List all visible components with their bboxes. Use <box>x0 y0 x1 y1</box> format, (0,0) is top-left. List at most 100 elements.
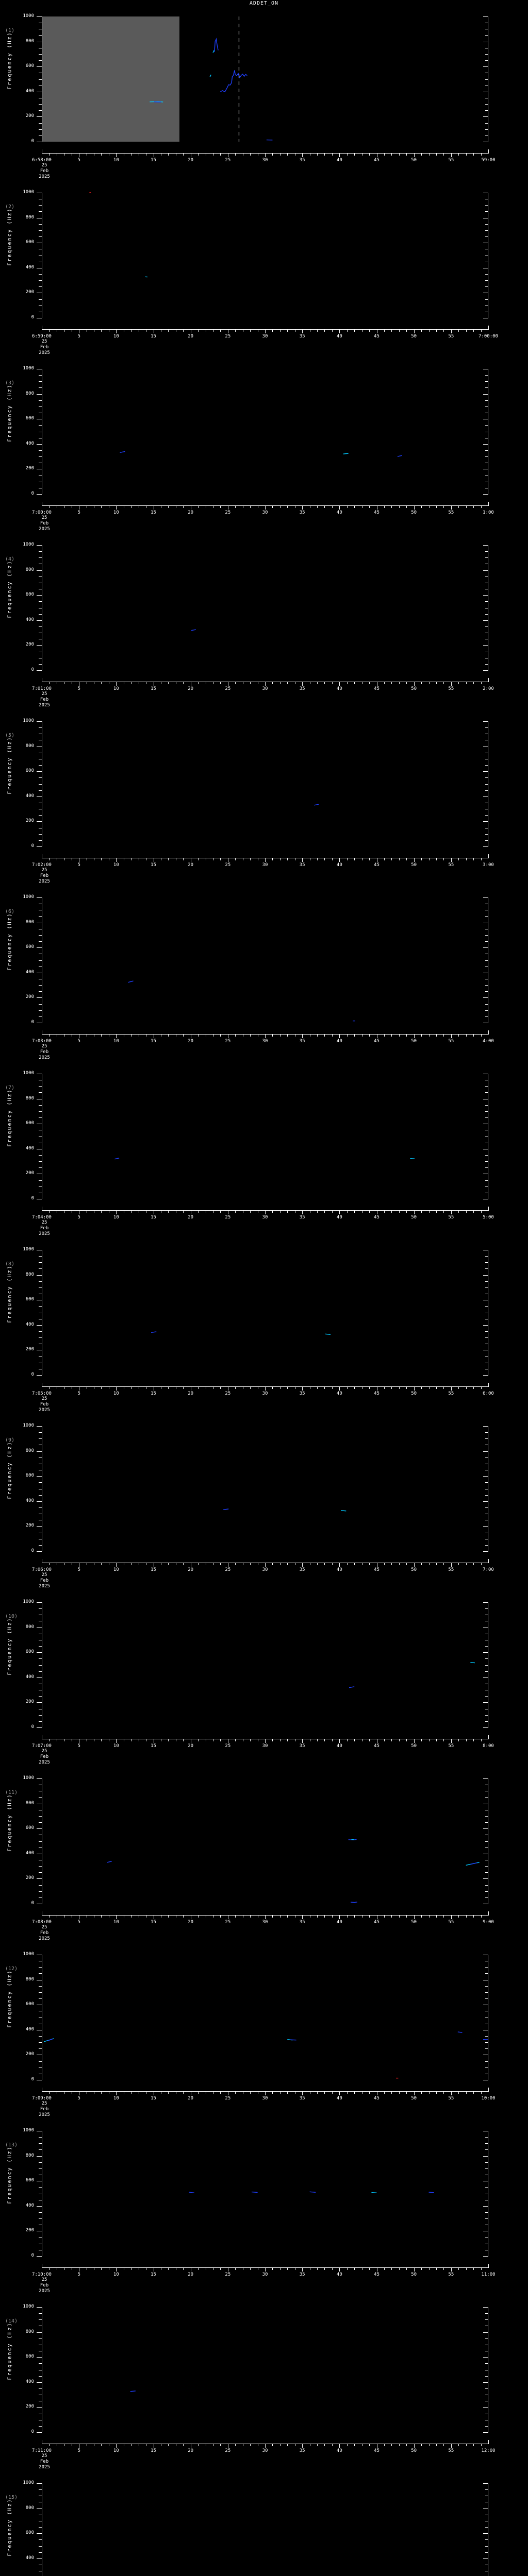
plot-area[interactable] <box>42 1074 488 1199</box>
y-tick <box>485 815 488 816</box>
y-tick <box>39 224 42 225</box>
plot-area[interactable] <box>42 2131 488 2256</box>
plot-area[interactable] <box>42 1955 488 2080</box>
x-tick <box>354 2267 355 2270</box>
x-tick <box>235 1915 236 1918</box>
date-line: 25 <box>41 339 47 344</box>
x-tick <box>414 1386 415 1391</box>
x-tick <box>346 858 348 860</box>
plot-area[interactable] <box>42 16 488 142</box>
plot-area[interactable] <box>42 2483 488 2576</box>
x-tick <box>436 505 437 508</box>
x-tick <box>183 153 184 156</box>
y-tick <box>485 1432 488 1433</box>
x-tick <box>436 1563 437 1565</box>
plot-area[interactable] <box>42 2307 488 2432</box>
x-axis-date-stack: 25 Feb 2025 <box>26 1396 62 1413</box>
y-tick <box>39 2388 42 2389</box>
x-tick <box>168 1386 169 1389</box>
y-tick-label: 600 <box>25 1649 34 1655</box>
x-axis-date-stack: 25 Feb 2025 <box>26 515 62 532</box>
x-tick <box>49 1915 50 1918</box>
plot-area[interactable] <box>42 1426 488 1551</box>
plot-area[interactable] <box>42 1250 488 1375</box>
x-tick-label: 8:00 <box>483 1743 494 1749</box>
x-tick <box>451 1915 452 1919</box>
x-tick-label: 45 <box>374 862 380 868</box>
y-tick <box>485 2061 488 2062</box>
x-tick <box>451 682 452 686</box>
x-tick <box>421 858 422 860</box>
x-tick-label: 25 <box>225 158 231 163</box>
y-tick <box>485 1891 488 1892</box>
plot-area[interactable] <box>42 1602 488 1727</box>
x-tick <box>466 682 467 684</box>
x-tick-label: 20 <box>188 686 194 691</box>
x-tick <box>421 1210 422 1213</box>
y-tick <box>485 375 488 376</box>
x-tick <box>346 2444 348 2446</box>
x-tick-label: 15 <box>151 686 156 691</box>
date-line: 2025 <box>39 1231 50 1236</box>
y-tick <box>39 2162 42 2163</box>
x-tick <box>272 153 273 156</box>
y-tick-label: 0 <box>31 491 34 496</box>
plot-area[interactable] <box>42 897 488 1023</box>
y-tick <box>39 1495 42 1496</box>
y-tick <box>485 280 488 281</box>
y-tick <box>485 2546 488 2547</box>
x-tick <box>183 858 184 860</box>
x-tick-label: 20 <box>188 1391 194 1396</box>
x-tick-label: 45 <box>374 1920 380 1925</box>
x-tick <box>339 1210 340 1214</box>
y-tick <box>39 1482 42 1483</box>
chart-panel: (3) Frequency (Hz) 0 200 400 600 800 1000 7:00:0… <box>0 361 528 537</box>
x-tick <box>332 1563 333 1565</box>
x-tick <box>168 1915 169 1918</box>
panel-number-label: (11) <box>5 1790 18 1795</box>
y-tick <box>37 116 42 117</box>
y-tick <box>39 60 42 61</box>
y-tick <box>37 2407 42 2408</box>
y-tick <box>39 135 42 136</box>
x-tick-label: 20 <box>188 2272 194 2277</box>
y-tick <box>39 381 42 382</box>
plot-area[interactable] <box>42 1778 488 1904</box>
x-tick <box>317 1210 318 1213</box>
x-axis-date-stack: 25 Feb 2025 <box>26 339 62 356</box>
plot-area[interactable] <box>42 193 488 318</box>
y-tick-label: 600 <box>25 592 34 598</box>
x-tick <box>198 2444 199 2446</box>
x-tick <box>339 1386 340 1391</box>
date-line: 2025 <box>39 350 50 355</box>
x-tick-label: 6:58:00 <box>32 158 52 163</box>
y-tick <box>39 1608 42 1609</box>
y-tick <box>485 274 488 275</box>
y-tick <box>37 2483 42 2484</box>
x-tick <box>391 2091 392 2094</box>
x-tick <box>406 1386 407 1389</box>
x-tick <box>414 1210 415 1214</box>
x-tick <box>287 1210 288 1213</box>
x-tick <box>428 329 430 332</box>
y-tick <box>39 2187 42 2188</box>
x-tick <box>391 1210 392 1213</box>
x-tick <box>101 2444 102 2446</box>
x-tick-label: 50 <box>411 2096 417 2101</box>
x-tick-label: 40 <box>336 1039 342 1044</box>
date-line: Feb <box>40 697 49 702</box>
x-tick <box>384 1034 385 1037</box>
x-tick <box>443 1386 444 1389</box>
y-tick <box>39 1155 42 1156</box>
y-tick <box>485 1004 488 1005</box>
x-tick <box>272 682 273 684</box>
x-tick <box>369 1210 370 1213</box>
plot-area[interactable] <box>42 721 488 846</box>
y-tick <box>485 1967 488 1968</box>
x-tick <box>428 2267 430 2270</box>
plot-area[interactable] <box>42 369 488 494</box>
y-tick <box>485 2489 488 2490</box>
plot-area[interactable] <box>42 545 488 670</box>
x-tick <box>287 682 288 684</box>
y-tick-label: 200 <box>25 1347 34 1352</box>
